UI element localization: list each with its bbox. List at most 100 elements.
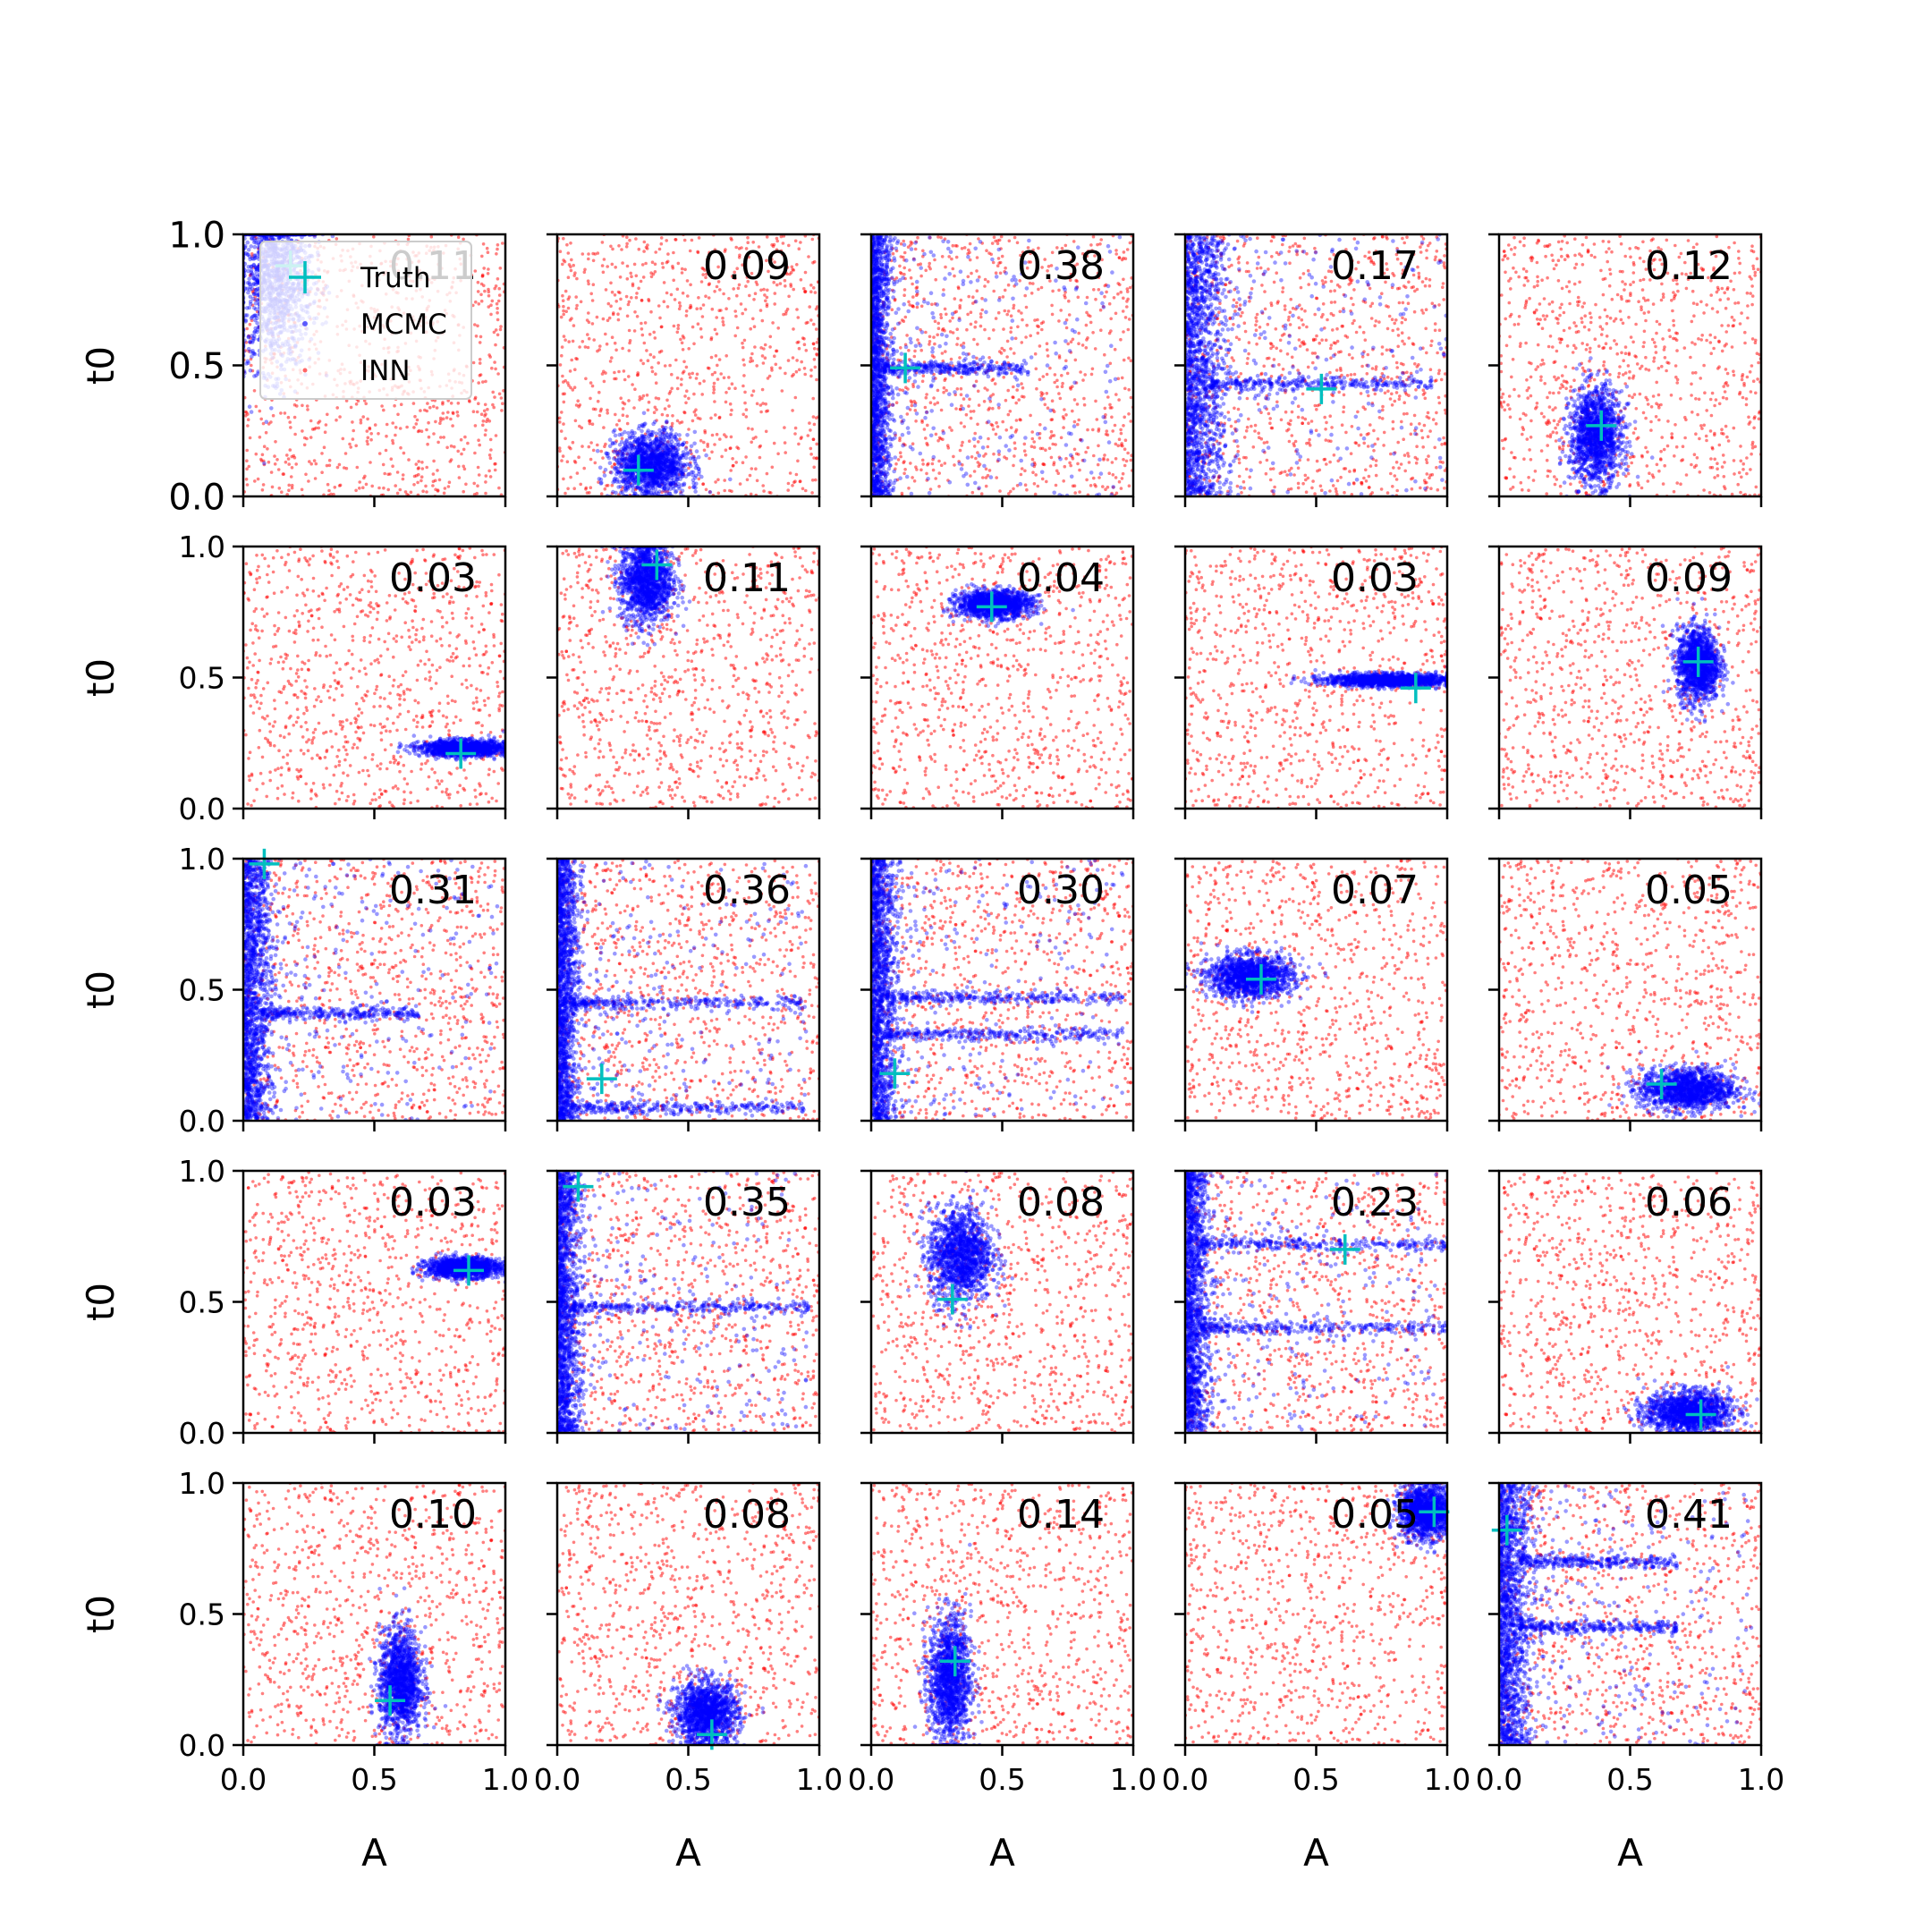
- inn-point: [369, 432, 373, 436]
- inn-point: [432, 460, 436, 463]
- inn-point: [641, 334, 645, 337]
- inn-point: [730, 409, 733, 412]
- mcmc-point: [668, 445, 673, 450]
- inn-point: [787, 295, 791, 299]
- inn-point: [730, 490, 733, 494]
- inn-point: [245, 459, 249, 462]
- mcmc-point: [625, 471, 630, 476]
- inn-point: [1008, 240, 1012, 243]
- inn-point: [674, 298, 677, 301]
- inn-point: [460, 453, 463, 456]
- inn-point: [1122, 278, 1125, 282]
- mcmc-point: [246, 291, 250, 295]
- inn-point: [643, 342, 647, 345]
- inn-point: [724, 448, 728, 452]
- inn-point: [663, 300, 666, 303]
- inn-point: [284, 411, 287, 415]
- inn-point: [360, 421, 363, 425]
- inn-point: [566, 460, 570, 463]
- inn-point: [746, 479, 750, 482]
- inn-point: [650, 366, 654, 369]
- inn-point: [614, 462, 617, 466]
- inn-point: [691, 372, 694, 376]
- inn-point: [415, 422, 419, 426]
- inn-point: [735, 294, 739, 298]
- inn-point: [666, 260, 670, 264]
- inn-point: [591, 299, 595, 302]
- inn-point: [289, 448, 292, 452]
- inn-point: [681, 342, 684, 345]
- inn-point: [445, 446, 449, 450]
- inn-point: [679, 304, 682, 308]
- inn-point: [558, 450, 562, 453]
- inn-point: [443, 492, 446, 496]
- inn-point: [970, 455, 974, 459]
- mcmc-point: [250, 265, 254, 269]
- inn-point: [968, 398, 971, 402]
- mcmc-point: [620, 440, 624, 445]
- inn-point: [472, 482, 476, 486]
- mcmc-point: [618, 474, 623, 479]
- inn-point: [421, 489, 425, 493]
- inn-point: [902, 472, 906, 476]
- inn-point: [797, 316, 801, 319]
- inn-point: [648, 300, 651, 303]
- inn-point: [483, 290, 487, 293]
- mcmc-point: [660, 453, 665, 458]
- inn-point: [1089, 321, 1093, 325]
- mcmc-point: [254, 307, 258, 311]
- inn-point: [468, 400, 471, 403]
- inn-point: [1119, 338, 1123, 342]
- inn-point: [493, 331, 496, 335]
- y-tick-label: 1.0: [168, 215, 225, 256]
- inn-point: [631, 284, 635, 288]
- inn-point: [1050, 304, 1054, 308]
- inn-point: [809, 369, 813, 372]
- inn-point: [436, 469, 439, 472]
- inn-point: [562, 299, 565, 302]
- inn-point: [662, 266, 665, 269]
- inn-point: [625, 415, 629, 419]
- mcmc-point: [611, 441, 615, 445]
- mcmc-point: [684, 446, 689, 451]
- inn-point: [562, 313, 565, 317]
- inn-point: [741, 413, 745, 417]
- inn-point: [431, 484, 435, 487]
- inn-point: [1030, 445, 1034, 448]
- inn-point: [712, 391, 716, 394]
- mcmc-point: [635, 445, 640, 450]
- inn-point: [644, 321, 648, 325]
- inn-point: [702, 379, 706, 383]
- inn-point: [632, 406, 636, 410]
- inn-point: [809, 428, 812, 432]
- inn-point: [1059, 397, 1063, 401]
- inn-point: [944, 308, 947, 311]
- inn-point: [768, 345, 772, 349]
- inn-point: [764, 356, 767, 360]
- inn-point: [466, 442, 470, 445]
- inn-point: [640, 322, 643, 326]
- inn-point: [954, 310, 958, 314]
- inn-point: [287, 462, 291, 466]
- inn-point: [909, 462, 912, 465]
- inn-point: [710, 451, 714, 454]
- inn-point: [594, 252, 597, 256]
- mcmc-point: [676, 443, 681, 447]
- mcmc-point: [641, 438, 646, 443]
- inn-point: [816, 341, 819, 344]
- inn-point: [426, 402, 429, 405]
- inn-point: [960, 421, 963, 425]
- inn-point: [320, 452, 324, 455]
- mcmc-point: [677, 433, 682, 437]
- inn-point: [594, 462, 597, 465]
- inn-point: [606, 343, 609, 346]
- inn-point: [328, 464, 332, 468]
- inn-point: [1082, 397, 1086, 401]
- inn-point: [741, 385, 745, 388]
- inn-point: [645, 246, 648, 250]
- mcmc-point: [652, 490, 657, 495]
- inn-point: [287, 416, 291, 419]
- inn-point: [638, 398, 641, 402]
- inn-point: [562, 237, 565, 241]
- inn-point: [487, 267, 490, 271]
